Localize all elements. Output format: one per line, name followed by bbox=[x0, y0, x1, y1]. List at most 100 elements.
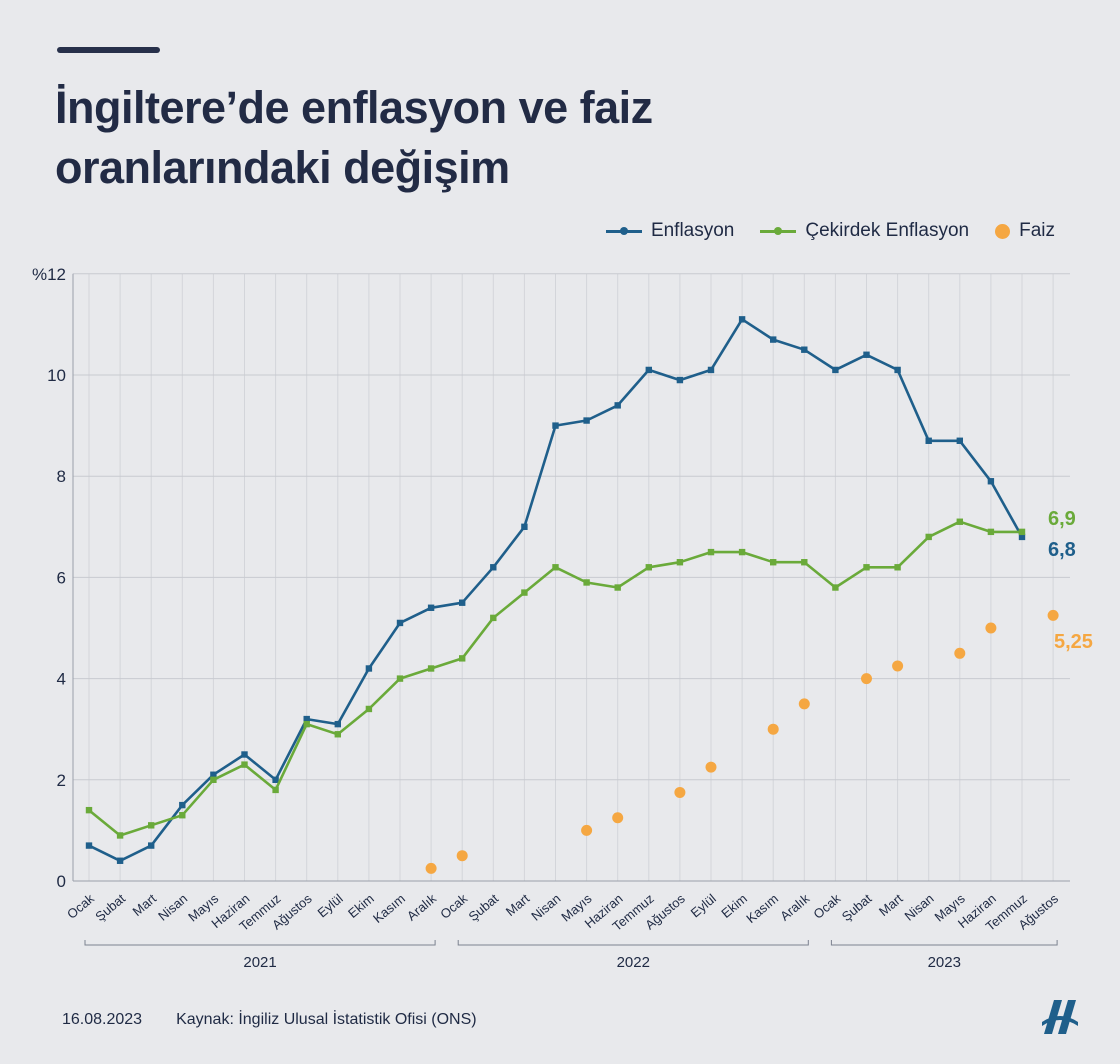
inflation-point bbox=[210, 771, 217, 778]
inflation-point bbox=[707, 366, 715, 374]
rate-point bbox=[985, 622, 997, 634]
core-point bbox=[521, 589, 528, 596]
rate-point bbox=[954, 647, 966, 659]
rate-point bbox=[456, 850, 468, 862]
inflation-point bbox=[490, 564, 497, 571]
rate-point bbox=[425, 862, 437, 874]
inflation-point bbox=[738, 316, 746, 323]
core-point bbox=[738, 548, 746, 556]
x-tick-label: Aralık bbox=[777, 890, 812, 923]
rate-point bbox=[767, 723, 779, 735]
year-label: 2023 bbox=[928, 954, 961, 971]
core-point bbox=[987, 528, 995, 536]
x-tick-label: Eylül bbox=[314, 891, 345, 921]
legend-label-inflation: Enflasyon bbox=[650, 220, 735, 241]
core-point bbox=[676, 559, 684, 566]
core-point bbox=[210, 776, 217, 783]
inflation-point bbox=[645, 366, 652, 374]
legend-line-inflation-icon bbox=[605, 227, 642, 235]
inflation-point bbox=[552, 422, 559, 429]
y-tick-label: 0 bbox=[57, 872, 66, 891]
x-tick-label: Kasım bbox=[370, 891, 408, 926]
legend-label-core: Çekirdek Enflasyon bbox=[805, 220, 970, 241]
y-tick-label: 4 bbox=[57, 670, 66, 689]
core-point bbox=[116, 832, 124, 839]
y-tick-label: 6 bbox=[57, 568, 66, 587]
chart-title-line-1: İngiltere’de enflasyon ve faiz bbox=[55, 82, 653, 133]
inflation-end-label: 6,8 bbox=[1048, 539, 1076, 561]
inflation-point bbox=[832, 366, 839, 374]
footer: 16.08.2023 Kaynak: İngiliz Ulusal İstati… bbox=[62, 1011, 477, 1029]
inflation-point bbox=[614, 402, 621, 409]
core-point bbox=[583, 579, 590, 586]
rate-end-label: 5,25 bbox=[1054, 631, 1093, 653]
x-tick-label: Mart bbox=[130, 891, 160, 919]
x-tick-label: Nisan bbox=[902, 891, 937, 924]
inflation-point bbox=[303, 715, 310, 723]
title-accent-bar bbox=[57, 47, 160, 53]
inflation-point bbox=[241, 751, 248, 758]
inflation-point bbox=[334, 720, 341, 728]
inflation-point bbox=[116, 857, 124, 864]
inflation-point bbox=[956, 437, 963, 444]
footer-date: 16.08.2023 bbox=[62, 1011, 143, 1028]
core-point bbox=[334, 731, 341, 738]
year-bracket bbox=[84, 940, 436, 946]
rate-point bbox=[892, 660, 904, 672]
inflation-point bbox=[179, 801, 186, 809]
core-point bbox=[365, 705, 373, 713]
legend-dot-rate-icon bbox=[995, 223, 1011, 239]
x-tick-label: Mart bbox=[503, 891, 533, 919]
inflation-point bbox=[770, 336, 777, 343]
core-point bbox=[925, 533, 932, 541]
x-tick-label: Şubat bbox=[466, 891, 502, 925]
chart-title: İngiltere’de enflasyon ve faiz oranların… bbox=[55, 78, 955, 198]
footer-source: Kaynak: İngiliz Ulusal İstatistik Ofisi … bbox=[176, 1011, 477, 1028]
core-point bbox=[459, 655, 466, 662]
legend-label-rate: Faiz bbox=[1019, 220, 1055, 241]
aa-logo-icon bbox=[1042, 1000, 1078, 1034]
year-label: 2021 bbox=[243, 954, 276, 971]
core-point bbox=[1018, 528, 1026, 536]
x-tick-label: Mart bbox=[876, 891, 906, 919]
chart-title-line-2: oranlarındaki değişim bbox=[55, 142, 510, 193]
core-point bbox=[490, 614, 497, 622]
y-tick-label: 10 bbox=[47, 366, 66, 385]
inflation-point bbox=[583, 417, 590, 424]
core-point bbox=[801, 559, 808, 566]
x-tick-label: Aralık bbox=[404, 890, 439, 923]
core-point bbox=[863, 564, 870, 571]
core-end-label: 6,9 bbox=[1048, 508, 1076, 530]
x-tick-label: Ocak bbox=[64, 890, 97, 921]
x-tick-label: Şubat bbox=[92, 891, 128, 925]
core-point bbox=[832, 584, 839, 591]
rate-point bbox=[1047, 609, 1059, 621]
core-point bbox=[303, 720, 310, 728]
inflation-point bbox=[396, 619, 404, 627]
core-point bbox=[614, 584, 621, 591]
inflation-point bbox=[459, 599, 466, 606]
inflation-point bbox=[521, 523, 528, 530]
year-bracket bbox=[457, 940, 809, 946]
inflation-point bbox=[1018, 533, 1026, 541]
rate-point bbox=[674, 786, 686, 798]
y-tick-label: 8 bbox=[57, 467, 66, 486]
x-tick-label: Eylül bbox=[688, 891, 719, 921]
core-point bbox=[179, 812, 186, 819]
rate-point bbox=[612, 812, 624, 824]
x-tick-label: Şubat bbox=[839, 891, 875, 925]
core-point bbox=[272, 786, 279, 794]
inflation-point bbox=[427, 604, 435, 611]
core-point bbox=[241, 761, 248, 768]
inflation-point bbox=[863, 351, 870, 358]
y-tick-label: 2 bbox=[57, 771, 66, 790]
core-point bbox=[85, 806, 93, 814]
year-bracket bbox=[830, 940, 1058, 946]
x-tick-label: Nisan bbox=[155, 891, 190, 924]
inflation-point bbox=[676, 376, 684, 384]
core-point bbox=[645, 564, 652, 571]
rate-point bbox=[798, 698, 810, 710]
inflation-point bbox=[85, 842, 93, 849]
inflation-point bbox=[272, 776, 279, 783]
core-point bbox=[552, 564, 559, 571]
